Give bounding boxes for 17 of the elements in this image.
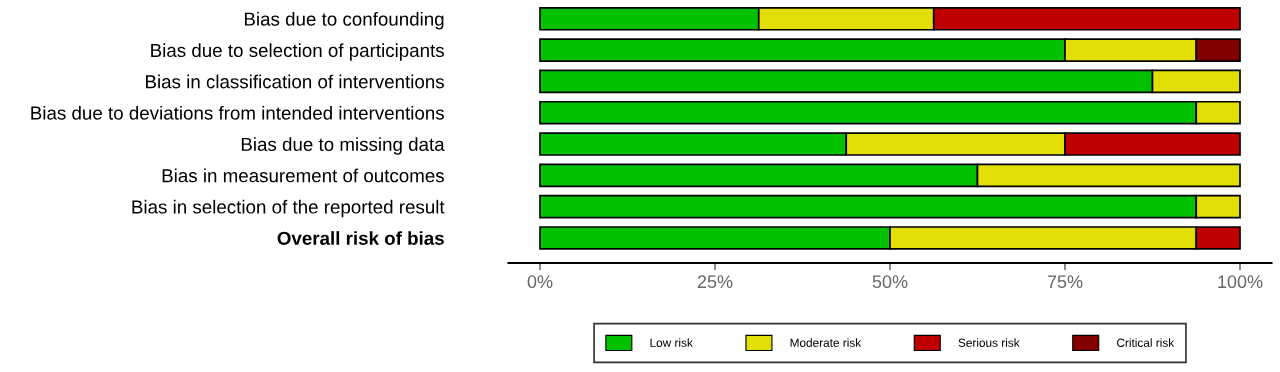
y-tick-label: Bias due to selection of participants	[151, 43, 444, 61]
legend-label: Moderate risk	[790, 338, 862, 347]
x-tick-label: 100%	[1218, 275, 1263, 289]
y-tick-label: Overall risk of bias	[277, 231, 444, 245]
legend-label: Critical risk	[1117, 338, 1175, 347]
x-tick-label: 25%	[697, 275, 733, 289]
y-tick-label: Bias in selection of the reported result	[132, 199, 445, 218]
x-tick-label: 0%	[527, 275, 553, 289]
y-tick-label: Bias due to confounding	[244, 11, 444, 30]
x-tick-label: 75%	[1047, 275, 1083, 289]
x-tick-label: 50%	[872, 275, 908, 289]
y-tick-label: Bias in measurement of outcomes	[162, 168, 444, 183]
y-tick-label: Bias due to missing data	[241, 137, 445, 155]
y-tick-label: Bias due to deviations from intended interventions	[31, 105, 444, 120]
legend-label: Serious risk	[958, 338, 1020, 347]
y-tick-label: Bias in classification of interventions	[146, 74, 444, 89]
legend-label: Low risk	[650, 338, 693, 347]
